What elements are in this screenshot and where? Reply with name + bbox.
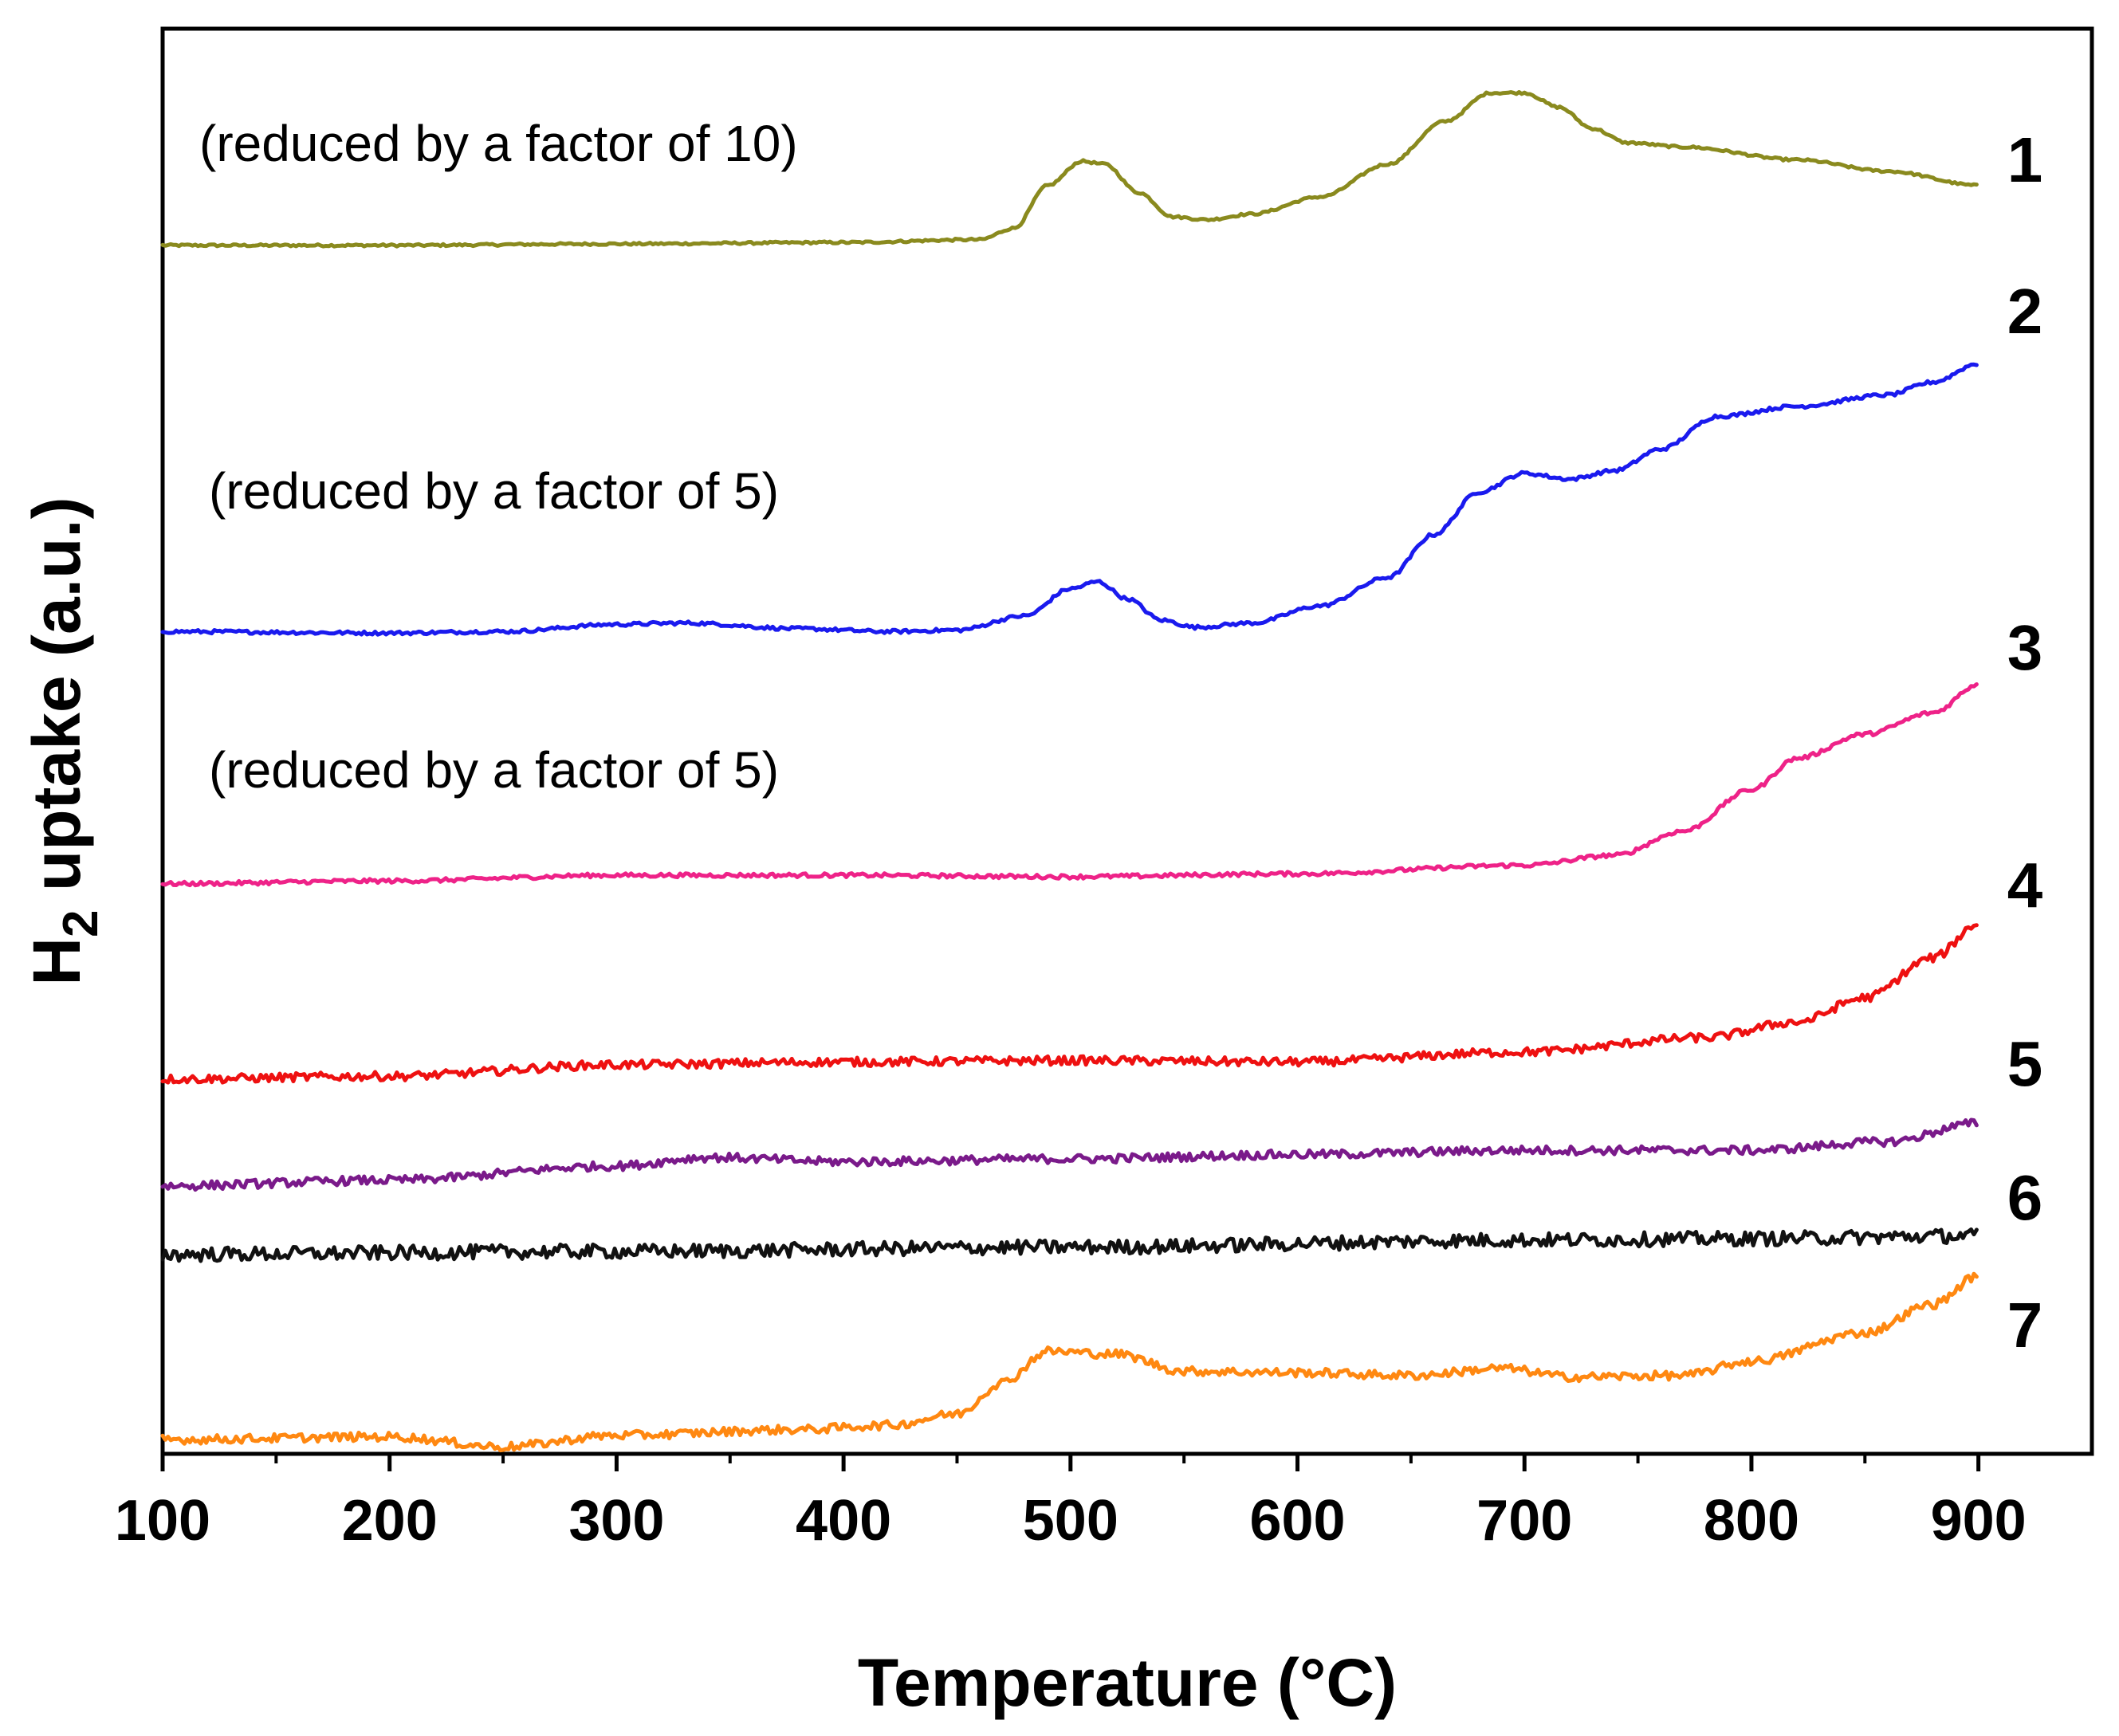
x-tick-label: 300 [568, 1489, 664, 1553]
x-tick-label: 400 [796, 1489, 891, 1553]
annotation-series-3: (reduced by a factor of 5) [209, 741, 779, 799]
annotation-series-2: (reduced by a factor of 5) [209, 462, 779, 520]
x-tick-label: 800 [1704, 1489, 1799, 1553]
curve-label-7: 7 [2007, 1290, 2043, 1361]
x-tick-label: 100 [115, 1489, 210, 1553]
annotation-series-1: (reduced by a factor of 10) [199, 115, 798, 172]
y-axis-title-rest: uptake (a.u.) [19, 497, 94, 909]
curve-label-6: 6 [2007, 1162, 2043, 1233]
curve-label-5: 5 [2007, 1028, 2043, 1099]
x-axis-ticks: 100 200 300 400 500 600 700 800 900 [115, 1454, 2027, 1553]
x-tick-label: 900 [1931, 1489, 2027, 1553]
series-lines [160, 90, 1979, 1453]
plot-frame [160, 26, 2094, 1456]
x-tick-label: 500 [1023, 1489, 1118, 1553]
series-4-line [160, 923, 1979, 1085]
series-5-line [160, 1117, 1979, 1192]
x-tick-label: 600 [1249, 1489, 1345, 1553]
curve-labels: 1 2 3 4 5 6 7 [2007, 124, 2043, 1361]
curve-label-3: 3 [2007, 612, 2043, 683]
y-axis-title: H2 uptake (a.u.) [19, 497, 108, 985]
series-6-line [160, 1227, 1979, 1263]
series-3-line [160, 682, 1979, 888]
curve-label-1: 1 [2007, 124, 2043, 195]
series-2-line [160, 362, 1979, 637]
x-tick-label: 700 [1476, 1489, 1572, 1553]
curve-label-2: 2 [2007, 276, 2043, 347]
curve-label-4: 4 [2007, 850, 2043, 921]
y-axis-title-main: H [19, 937, 94, 986]
y-axis-title-subscript: 2 [53, 909, 108, 937]
annotations: (reduced by a factor of 10) (reduced by a… [199, 115, 798, 799]
x-axis-title: Temperature (°C) [858, 1645, 1397, 1720]
x-tick-label: 200 [342, 1489, 438, 1553]
series-7-line [160, 1271, 1979, 1453]
series-1-line [160, 90, 1979, 249]
